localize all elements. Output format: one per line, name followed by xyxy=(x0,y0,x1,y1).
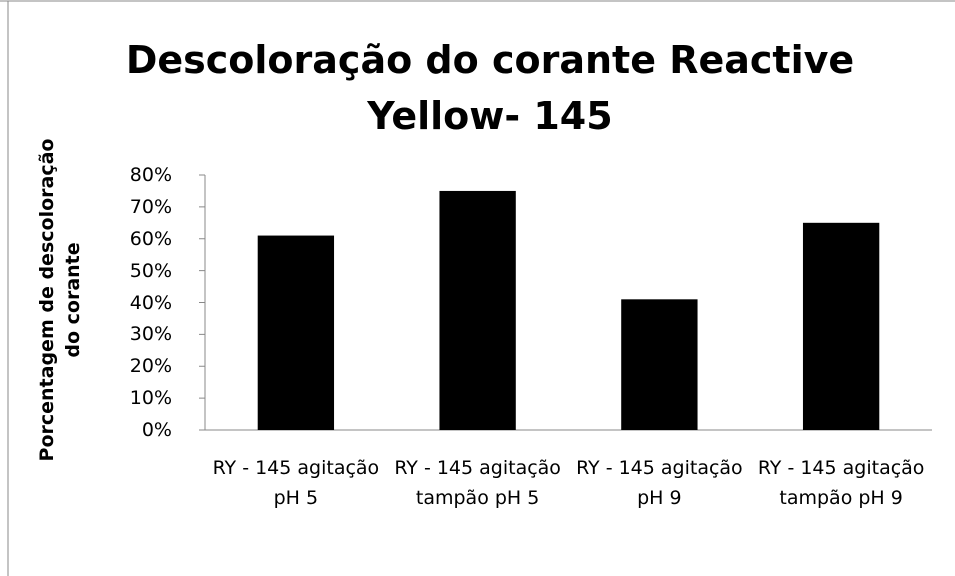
bar xyxy=(439,190,516,430)
y-tick-label: 40% xyxy=(129,291,172,314)
chart-title: Descoloração do corante Reactive Yellow-… xyxy=(125,38,855,138)
y-axis-label: Porcentagem de descoloração do corante xyxy=(36,138,84,462)
x-tick-label: RY - 145 agitação tampão pH 5 xyxy=(394,457,561,509)
y-tick-label: 50% xyxy=(129,259,172,282)
y-tick-label: 20% xyxy=(129,355,172,378)
y-tick-label: 30% xyxy=(129,323,172,346)
bar xyxy=(621,299,698,430)
y-tick-label: 10% xyxy=(129,387,172,410)
y-tick-label: 60% xyxy=(129,227,172,250)
y-tick-label: 70% xyxy=(129,195,172,218)
x-tick-label: RY - 145 agitação pH 9 xyxy=(576,457,743,509)
bar xyxy=(257,235,335,430)
x-tick-label: RY - 145 agitação pH 5 xyxy=(212,457,380,509)
y-tick-label: 80% xyxy=(129,164,172,186)
x-tick-label: RY - 145 agitação tampão pH 9 xyxy=(757,457,925,509)
bar xyxy=(802,222,880,430)
y-tick-label: 0% xyxy=(141,419,172,441)
